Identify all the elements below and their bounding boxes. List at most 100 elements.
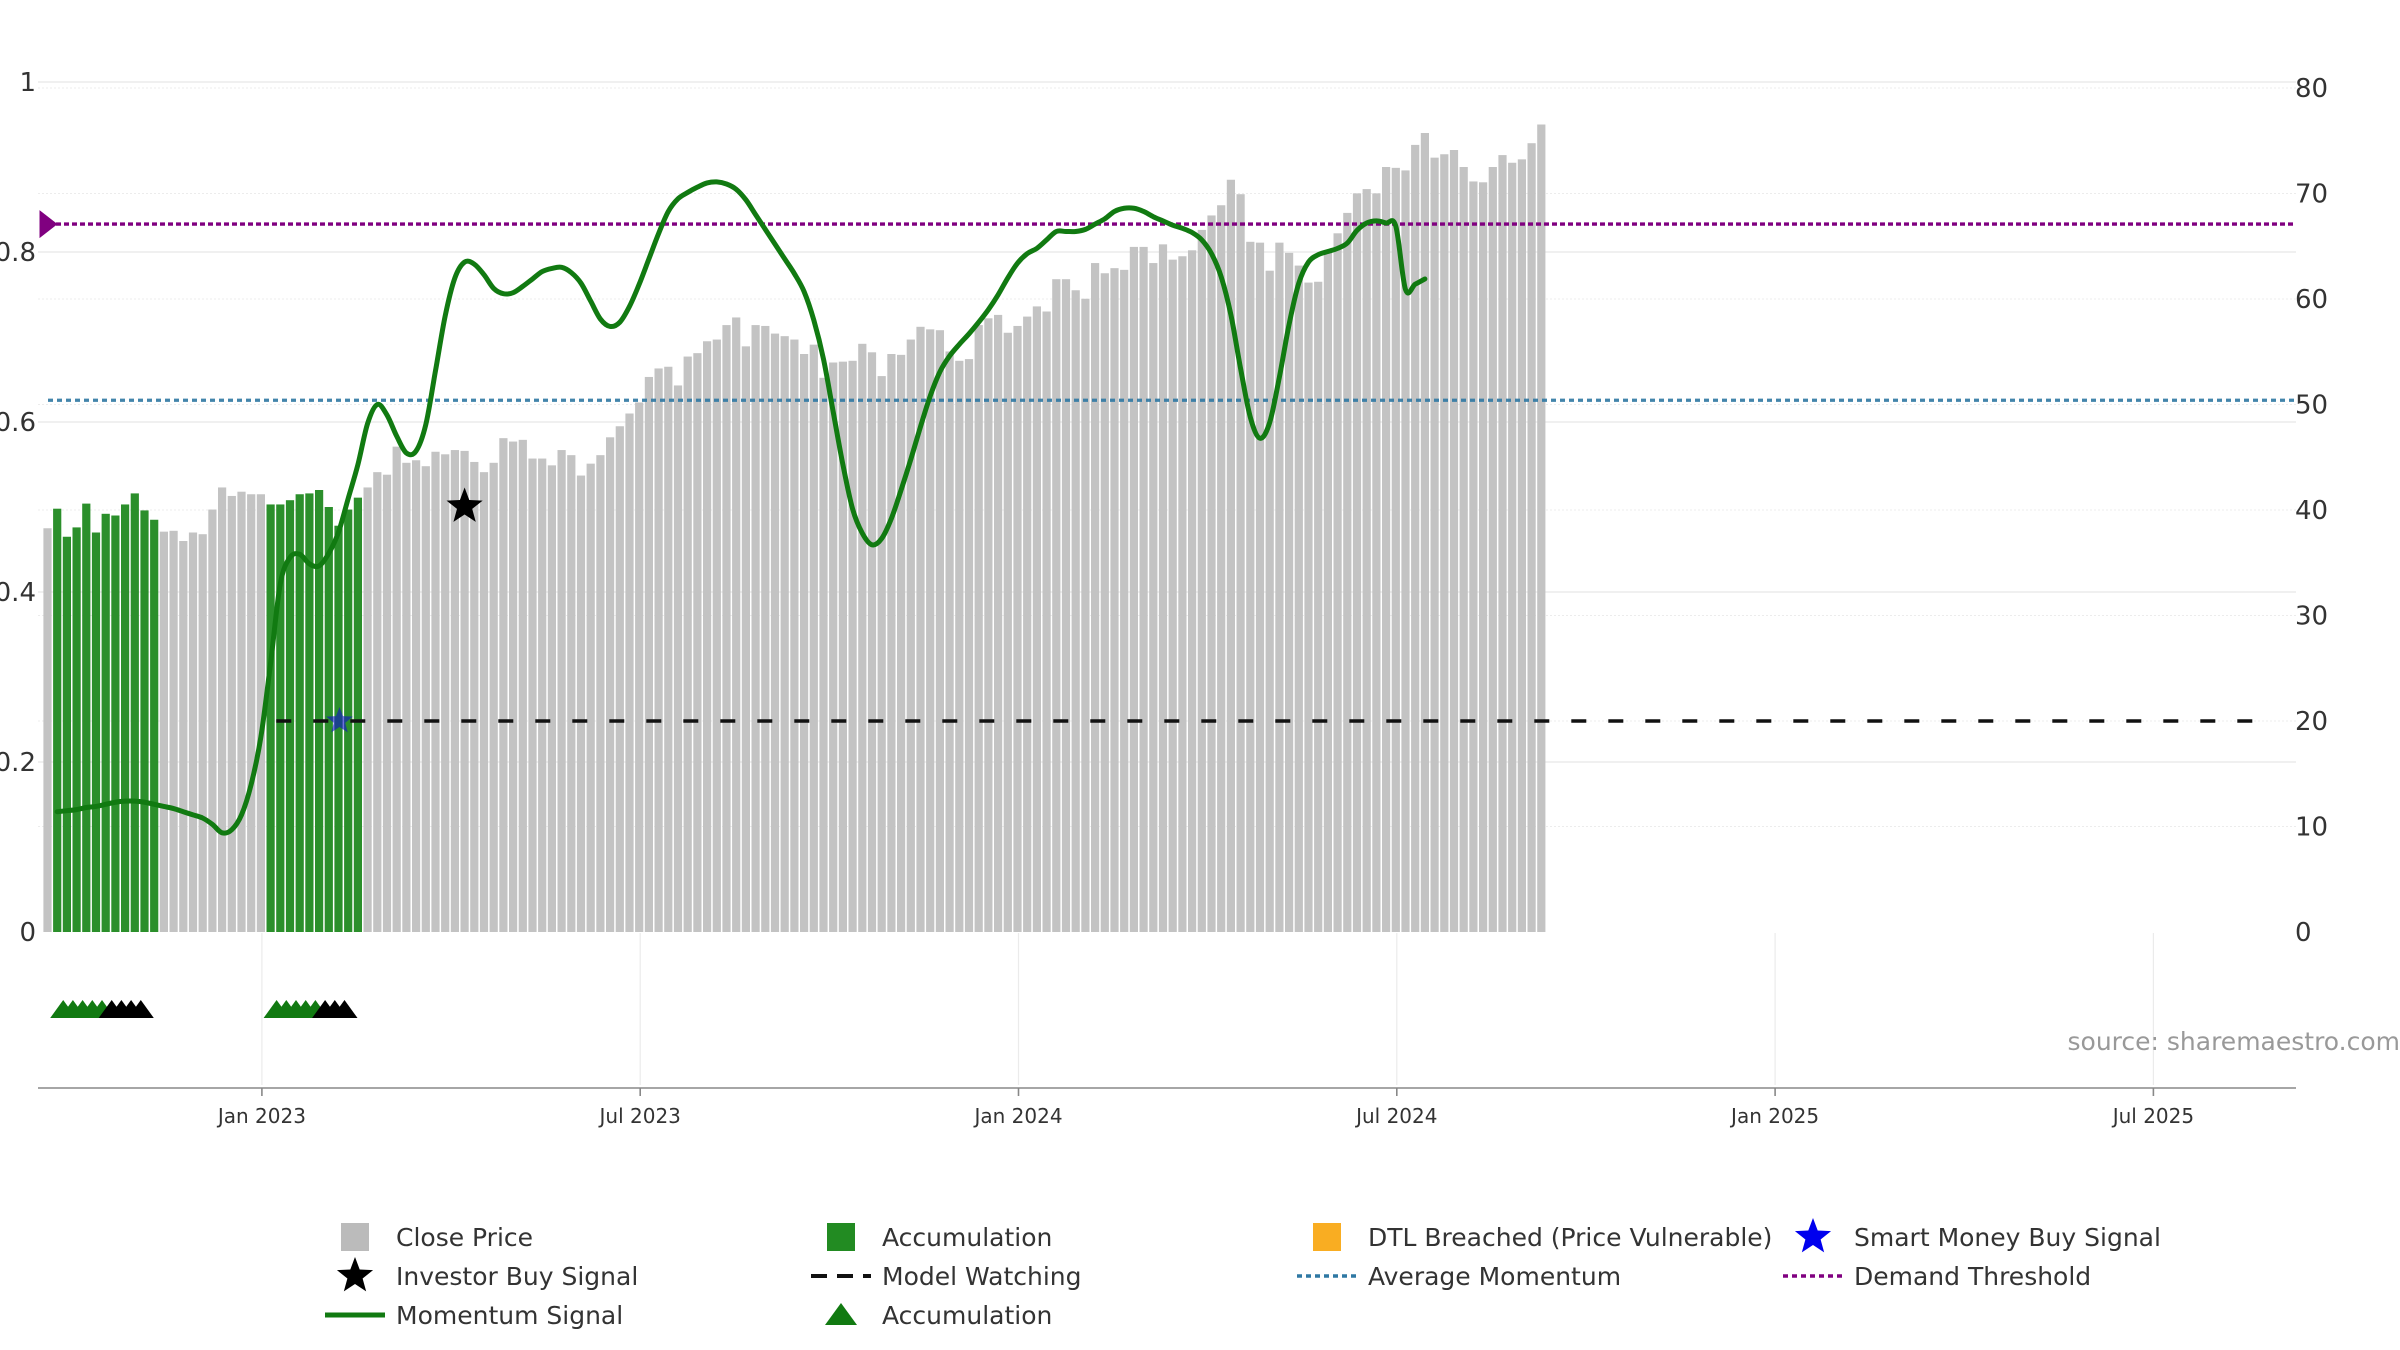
close-price-bar [994, 314, 1003, 932]
close-price-bar [887, 354, 896, 932]
close-price-bar [916, 326, 925, 932]
legend-label: Momentum Signal [396, 1301, 623, 1330]
close-price-bar [1217, 205, 1226, 932]
close-price-bar [1537, 124, 1546, 932]
close-price-bar [596, 455, 605, 932]
legend-item: Smart Money Buy Signal [1794, 1218, 2161, 1253]
x-tick-label: Jul 2024 [1354, 1104, 1437, 1128]
close-price-bar [363, 487, 372, 932]
legend-label: Average Momentum [1368, 1262, 1621, 1291]
legend-swatch [827, 1223, 855, 1251]
close-price-bar [421, 466, 430, 932]
close-price-bar [1061, 279, 1071, 932]
investor-buy-star [446, 487, 483, 522]
close-price-bar [867, 352, 877, 932]
accumulation-bar [315, 490, 324, 932]
close-price-bar [576, 475, 586, 932]
close-price-bar [1333, 233, 1342, 933]
legend-item: Average Momentum [1297, 1262, 1621, 1291]
legend-swatch [341, 1223, 369, 1251]
close-price-bar [1498, 155, 1507, 933]
close-price-bar [693, 353, 702, 932]
accumulation-triangles [50, 1000, 358, 1018]
accumulation-bar [62, 536, 71, 932]
close-price-bar [1226, 179, 1235, 932]
close-price-bar [1527, 143, 1536, 932]
close-price-bar [1003, 332, 1012, 932]
close-price-bar [829, 362, 838, 932]
close-price-bar [751, 325, 760, 933]
close-price-bar [1120, 269, 1129, 933]
close-price-bar [683, 356, 692, 932]
close-price-bar [460, 450, 469, 932]
x-axis: Jan 2023 Jul 2023 Jan 2024 Jul 2024 Jan 2025… [38, 1087, 2296, 1128]
legend-label: Close Price [396, 1223, 533, 1252]
legend: Close Price Accumulation DTL Breached (Pri… [325, 1218, 2161, 1330]
legend-item: Demand Threshold [1783, 1262, 2091, 1291]
close-price-bar [635, 402, 644, 932]
right-axis-ticks: 0 10 20 30 40 50 60 70 80 [2295, 74, 2328, 948]
close-price-bar [382, 474, 392, 932]
close-price-bar [1197, 229, 1206, 932]
right-tick-label: 20 [2295, 707, 2328, 737]
close-price-bar [1517, 159, 1526, 933]
legend-item: Accumulation [825, 1301, 1052, 1330]
close-price-bar [479, 472, 489, 932]
close-price-bar [1420, 133, 1429, 932]
close-price-bar [1178, 256, 1187, 932]
x-tick-label: Jan 2024 [972, 1104, 1062, 1128]
close-price-bar [1158, 244, 1168, 933]
legend-star-icon [1794, 1218, 1832, 1253]
momentum-line [54, 179, 1428, 836]
left-axis-ticks: 0 0.2 0.4 0.6 0.8 1 [0, 68, 36, 948]
close-price-bar [159, 531, 168, 932]
close-price-bar [518, 439, 527, 932]
close-price-bar [1071, 290, 1080, 932]
close-price-bar [1188, 250, 1197, 933]
right-tick-label: 30 [2295, 602, 2328, 632]
close-price-bar [945, 351, 954, 932]
legend-item: Model Watching [811, 1262, 1082, 1291]
close-price-bar [227, 495, 236, 932]
right-tick-label: 60 [2295, 285, 2328, 315]
left-tick-label: 0.4 [0, 578, 36, 608]
legend-item: DTL Breached (Price Vulnerable) [1313, 1223, 1772, 1252]
close-price-bar [712, 339, 721, 932]
legend-swatch [1313, 1223, 1341, 1251]
signal-markers [39, 210, 483, 733]
close-price-bar [1440, 154, 1449, 932]
x-tick-label: Jan 2023 [216, 1104, 306, 1128]
close-price-bar [1343, 212, 1352, 932]
accumulation-triangle [331, 1000, 358, 1018]
accumulation-bar [305, 493, 314, 932]
left-tick-label: 0.2 [0, 748, 36, 778]
close-price-bar [1236, 194, 1245, 932]
close-price-bar [1352, 193, 1362, 933]
legend-label: Accumulation [882, 1301, 1052, 1330]
accumulation-bar [121, 504, 130, 932]
close-price-bar [1382, 167, 1391, 932]
close-price-bar [1013, 325, 1022, 932]
close-price-bar [838, 361, 847, 932]
close-price-bar [1449, 150, 1459, 932]
legend-label: Investor Buy Signal [396, 1262, 638, 1291]
close-price-bar [615, 426, 624, 932]
close-price-bar [1430, 157, 1439, 932]
close-price-bar [1207, 215, 1216, 932]
right-tick-label: 0 [2295, 918, 2312, 948]
close-price-bar [897, 354, 906, 933]
close-price-bar [1459, 167, 1468, 932]
close-price-bar [1285, 252, 1294, 933]
smart-money-buy-star [326, 707, 353, 733]
x-tick-label: Jan 2025 [1729, 1104, 1819, 1128]
accumulation-bar [150, 519, 159, 932]
close-price-bar [450, 450, 459, 932]
close-price-bar [43, 528, 52, 932]
legend-triangle-icon [825, 1303, 857, 1325]
close-price-bar [586, 463, 595, 932]
close-price-bar [877, 376, 886, 933]
accumulation-bar [53, 508, 62, 932]
close-price-bar [412, 460, 421, 932]
close-price-bar [848, 360, 857, 932]
